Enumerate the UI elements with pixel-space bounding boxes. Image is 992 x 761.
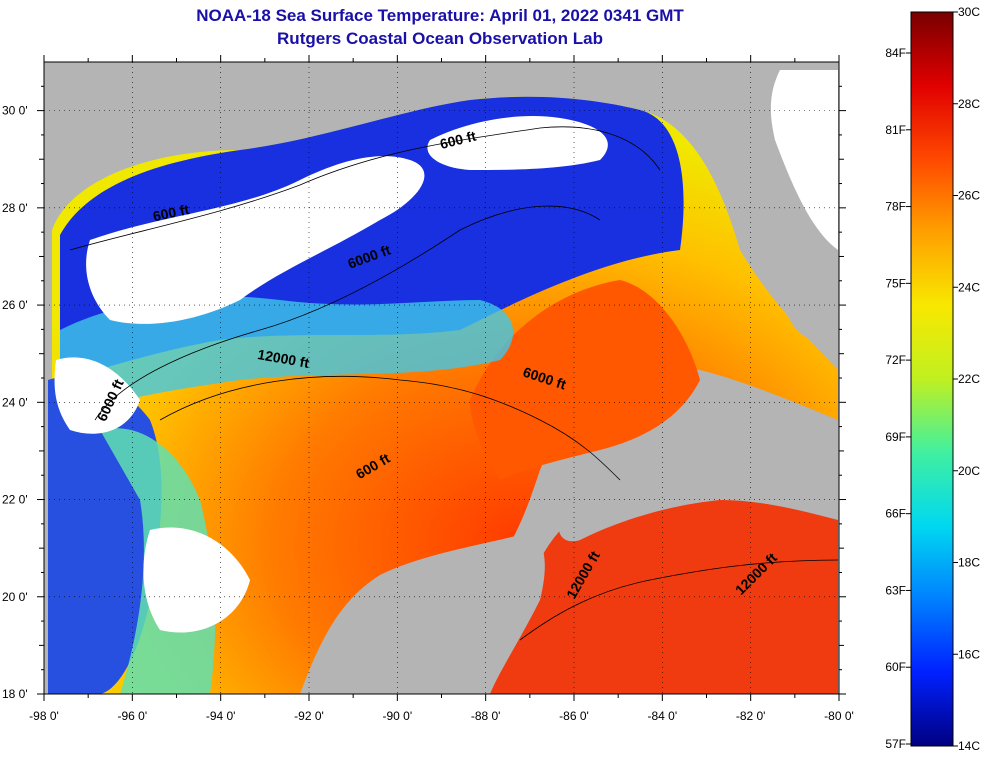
colorbar-celsius-labels: 30C 28C 26C 24C 22C 20C 18C 16C 14C xyxy=(953,5,980,753)
fahrenheit-label: 60F xyxy=(885,660,906,674)
map-title: NOAA-18 Sea Surface Temperature: April 0… xyxy=(196,6,684,25)
fahrenheit-label: 72F xyxy=(885,353,906,367)
lon-tick-label: -86 0' xyxy=(559,709,589,723)
lon-tick-label: -96 0' xyxy=(118,709,148,723)
map-subtitle: Rutgers Coastal Ocean Observation Lab xyxy=(277,29,603,48)
lon-tick-label: -82 0' xyxy=(736,709,766,723)
fahrenheit-label: 78F xyxy=(885,200,906,214)
cuba-island xyxy=(558,470,838,542)
lat-tick-label: 28 0' xyxy=(2,201,28,215)
cloud-cover-southwest xyxy=(143,527,250,633)
lon-tick-label: -92 0' xyxy=(294,709,324,723)
lat-tick-label: 30 0' xyxy=(2,104,28,118)
lat-tick-label: 18 0' xyxy=(2,687,28,701)
celsius-label: 22C xyxy=(958,372,980,386)
bathymetry-contours xyxy=(69,126,839,641)
yucatan-peninsula xyxy=(300,534,545,694)
celsius-label: 14C xyxy=(958,739,980,753)
celsius-label: 30C xyxy=(958,5,980,19)
cloud-cover-northeast xyxy=(427,116,608,170)
contour-label: 600 ft xyxy=(151,201,190,224)
lon-tick-label: -88 0' xyxy=(471,709,501,723)
colorbar-fahrenheit-labels: 84F 81F 78F 75F 72F 69F 66F 63F 60F 57F xyxy=(885,46,911,751)
celsius-label: 20C xyxy=(958,464,980,478)
contour-line-6000ft xyxy=(94,205,601,421)
cloud-cover-north xyxy=(86,156,425,324)
colorbar-scale xyxy=(910,11,954,747)
fahrenheit-label: 84F xyxy=(885,46,906,60)
lat-tick-label: 22 0' xyxy=(2,493,28,507)
temperature-colorbar: 30C 28C 26C 24C 22C 20C 18C 16C 14C 84F 81F 78F 75F… xyxy=(885,5,980,753)
contour-line-caribbean xyxy=(519,559,839,641)
lon-tick-label: -94 0' xyxy=(206,709,236,723)
florida-cloud xyxy=(770,70,838,250)
fahrenheit-label: 57F xyxy=(885,737,906,751)
contour-line-12000ft xyxy=(159,376,621,481)
celsius-label: 16C xyxy=(958,647,980,661)
graticule-grid xyxy=(44,62,839,694)
fahrenheit-label: 66F xyxy=(885,507,906,521)
lat-tick-label: 20 0' xyxy=(2,590,28,604)
lat-tick-label: 26 0' xyxy=(2,298,28,312)
lon-tick-label: -98 0' xyxy=(29,709,59,723)
cloud-cover-west xyxy=(54,357,140,434)
lon-tick-label: -80 0' xyxy=(824,709,854,723)
cyan-shelf-water xyxy=(60,296,514,420)
fahrenheit-label: 63F xyxy=(885,583,906,597)
lon-tick-label: -90 0' xyxy=(383,709,413,723)
map-axes: -98 0' -96 0' -94 0' -92 0' -90 0' -88 0' -86 … xyxy=(2,55,854,723)
contour-line-600ft xyxy=(69,126,661,251)
fahrenheit-label: 81F xyxy=(885,123,906,137)
loop-current-area xyxy=(470,280,700,480)
celsius-label: 24C xyxy=(958,280,980,294)
fahrenheit-label: 75F xyxy=(885,276,906,290)
celsius-label: 18C xyxy=(958,556,980,570)
lon-tick-label: -84 0' xyxy=(648,709,678,723)
lat-tick-label: 24 0' xyxy=(2,395,28,409)
fahrenheit-label: 69F xyxy=(885,430,906,444)
celsius-label: 26C xyxy=(958,189,980,203)
celsius-label: 28C xyxy=(958,97,980,111)
